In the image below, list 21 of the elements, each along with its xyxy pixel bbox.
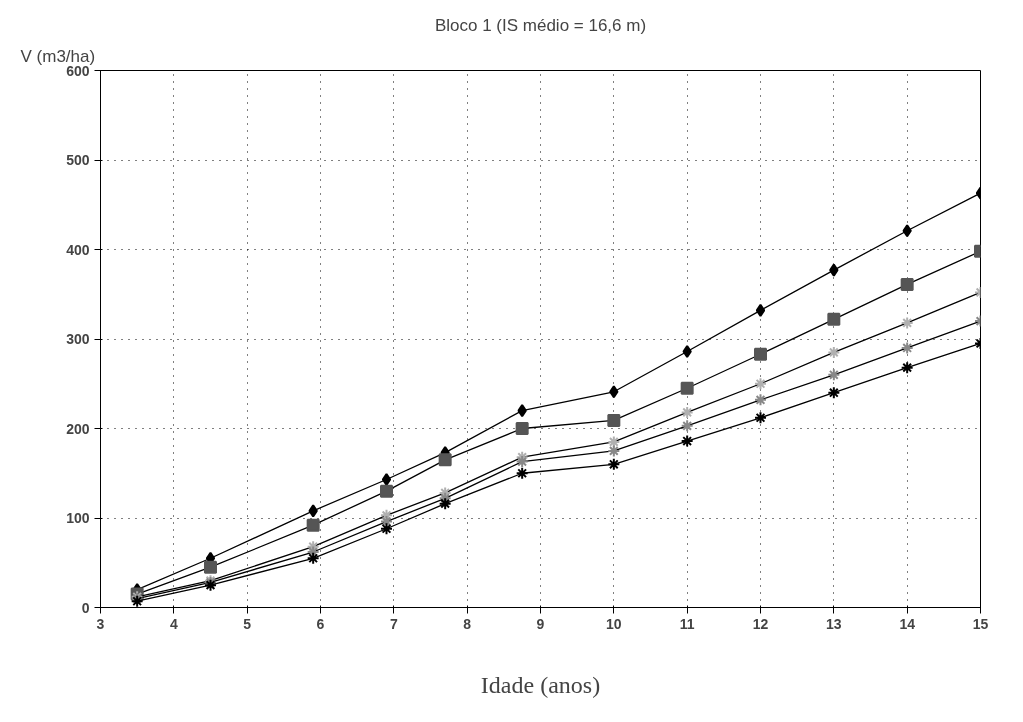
x-tick-label: 15 [972, 615, 989, 632]
x-tick-label: 7 [389, 615, 398, 632]
y-tick-label: 100 [66, 510, 90, 526]
x-tick-label: 11 [679, 615, 695, 632]
x-tick-label: 13 [826, 615, 842, 632]
x-tick-label: 10 [606, 615, 622, 632]
x-tick-label: 9 [536, 615, 545, 632]
y-tick-label: 500 [66, 152, 90, 168]
x-tick-label: 5 [243, 615, 252, 632]
y-tick-label: 400 [66, 241, 90, 258]
x-tick-label: 3 [96, 615, 105, 632]
y-tick-label: 200 [66, 420, 90, 437]
y-tick-label: 300 [66, 331, 90, 347]
chart-title: Bloco 1 (IS médio = 16,6 m) [434, 15, 647, 35]
x-tick-label: 12 [752, 615, 769, 632]
x-tick-label: 6 [316, 615, 325, 632]
x-tick-label: 8 [463, 615, 472, 632]
x-tick-label: 4 [169, 615, 178, 632]
x-tick-label: 14 [899, 615, 916, 632]
x-axis-title: Idade (anos) [480, 671, 601, 698]
y-tick-label: 0 [81, 599, 90, 616]
